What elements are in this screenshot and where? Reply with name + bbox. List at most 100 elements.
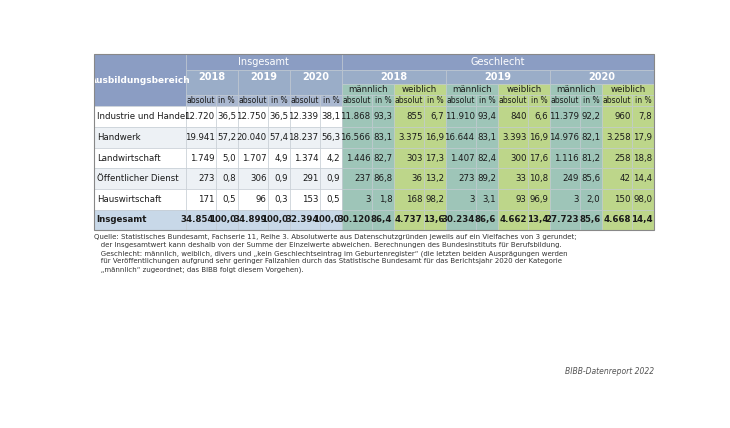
Bar — [602, 210, 632, 230]
Text: 2019: 2019 — [250, 72, 277, 82]
Bar — [393, 106, 424, 127]
Bar — [529, 106, 550, 127]
Text: 18,8: 18,8 — [633, 154, 653, 163]
Bar — [185, 70, 238, 95]
Bar — [268, 127, 290, 148]
Bar — [446, 148, 476, 168]
Bar — [550, 189, 580, 210]
Bar — [393, 210, 424, 230]
Text: 100,0: 100,0 — [209, 215, 236, 225]
Text: weiblich: weiblich — [506, 85, 542, 94]
Bar — [320, 189, 342, 210]
Bar — [446, 70, 550, 84]
Text: 13,2: 13,2 — [425, 174, 445, 183]
Text: 0,5: 0,5 — [223, 195, 236, 204]
Bar — [94, 189, 185, 210]
Text: 30.234: 30.234 — [441, 215, 474, 225]
Text: 33: 33 — [515, 174, 526, 183]
Text: 10,8: 10,8 — [529, 174, 548, 183]
Text: in %: in % — [479, 96, 495, 105]
Text: absolut: absolut — [187, 96, 215, 105]
Bar — [238, 127, 268, 148]
Bar — [550, 95, 580, 106]
Bar — [320, 148, 342, 168]
Bar — [498, 95, 529, 106]
Text: 150: 150 — [614, 195, 631, 204]
Text: absolut: absolut — [395, 96, 423, 105]
Text: männlich: männlich — [556, 85, 596, 94]
Bar — [290, 95, 320, 106]
Bar — [632, 148, 654, 168]
Bar — [550, 70, 654, 84]
Text: 0,9: 0,9 — [274, 174, 288, 183]
Text: 12.720: 12.720 — [184, 112, 215, 121]
Text: 3.375: 3.375 — [398, 133, 423, 142]
Text: 93,4: 93,4 — [477, 112, 496, 121]
Bar — [498, 210, 529, 230]
Text: 2018: 2018 — [198, 72, 225, 82]
Bar — [476, 210, 498, 230]
Text: 2,0: 2,0 — [587, 195, 600, 204]
Text: 93: 93 — [516, 195, 526, 204]
Bar — [216, 127, 238, 148]
Bar — [446, 189, 476, 210]
Text: 6,7: 6,7 — [431, 112, 445, 121]
Bar — [632, 168, 654, 189]
Text: 3.258: 3.258 — [606, 133, 631, 142]
Bar — [602, 84, 654, 95]
Bar — [268, 95, 290, 106]
Bar — [393, 168, 424, 189]
Text: Landwirtschaft: Landwirtschaft — [96, 154, 161, 163]
Text: 98,0: 98,0 — [634, 195, 653, 204]
Bar — [342, 127, 372, 148]
Bar — [320, 95, 342, 106]
Bar — [602, 95, 632, 106]
Bar — [290, 148, 320, 168]
Bar — [94, 168, 185, 189]
Text: 85,6: 85,6 — [581, 174, 600, 183]
Text: 306: 306 — [250, 174, 266, 183]
Text: 96,9: 96,9 — [529, 195, 548, 204]
Text: 168: 168 — [406, 195, 423, 204]
Text: 0,8: 0,8 — [223, 174, 236, 183]
Bar — [238, 70, 290, 95]
Text: 12.339: 12.339 — [288, 112, 318, 121]
Bar — [632, 210, 654, 230]
Text: 855: 855 — [406, 112, 423, 121]
Text: 17,3: 17,3 — [425, 154, 445, 163]
Text: 1.374: 1.374 — [294, 154, 318, 163]
Text: 6,6: 6,6 — [534, 112, 548, 121]
Text: 27.723: 27.723 — [545, 215, 579, 225]
Text: 32.394: 32.394 — [285, 215, 318, 225]
Bar — [529, 148, 550, 168]
Text: „männlich“ zugeordnet; das BIBB folgt diesem Vorgehen).: „männlich“ zugeordnet; das BIBB folgt di… — [94, 266, 304, 273]
Bar — [550, 210, 580, 230]
Bar — [498, 168, 529, 189]
Bar — [238, 189, 268, 210]
Text: absolut: absolut — [291, 96, 319, 105]
Text: 86,6: 86,6 — [475, 215, 496, 225]
Text: 83,1: 83,1 — [477, 133, 496, 142]
Text: 17,6: 17,6 — [529, 154, 548, 163]
Text: Insgesamt: Insgesamt — [238, 57, 289, 67]
Text: 1,8: 1,8 — [379, 195, 392, 204]
Bar — [238, 210, 268, 230]
Text: 86,8: 86,8 — [373, 174, 392, 183]
Text: in %: in % — [374, 96, 391, 105]
Bar — [238, 168, 268, 189]
Text: der Insgesamtwert kann deshalb von der Summe der Einzelwerte abweichen. Berechnu: der Insgesamtwert kann deshalb von der S… — [94, 242, 562, 248]
Text: 273: 273 — [458, 174, 474, 183]
Bar — [446, 168, 476, 189]
Bar — [476, 106, 498, 127]
Text: Insgesamt: Insgesamt — [96, 215, 147, 225]
Bar — [550, 106, 580, 127]
Text: 34.899: 34.899 — [233, 215, 266, 225]
Text: 57,2: 57,2 — [217, 133, 236, 142]
Bar — [602, 106, 632, 127]
Bar — [424, 106, 446, 127]
Text: 153: 153 — [302, 195, 318, 204]
Text: 56,3: 56,3 — [321, 133, 340, 142]
Text: in %: in % — [635, 96, 651, 105]
Bar — [372, 95, 393, 106]
Text: 840: 840 — [510, 112, 526, 121]
